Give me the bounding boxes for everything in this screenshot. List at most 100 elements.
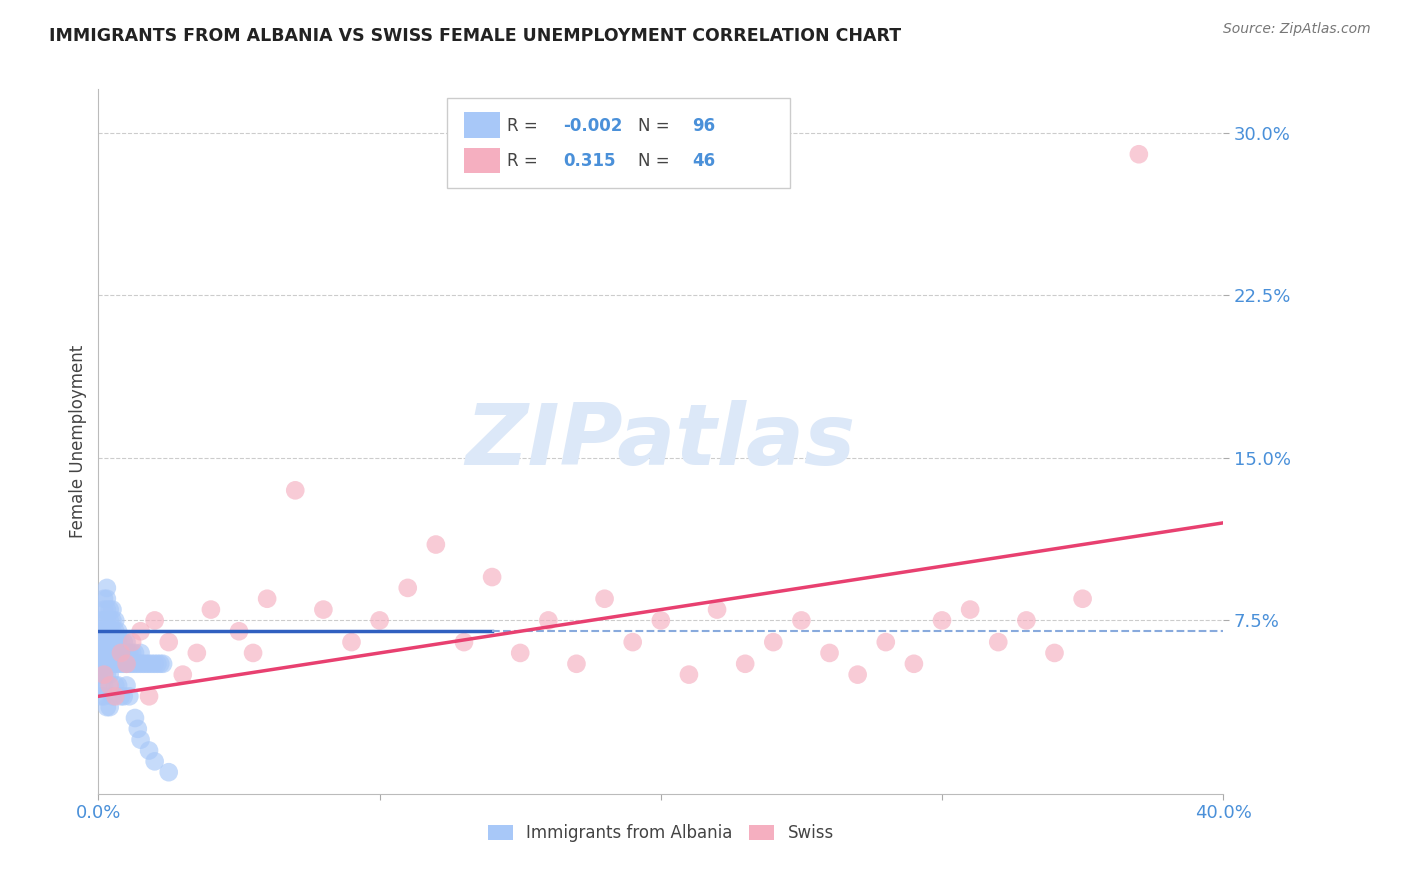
Point [101, 657, 124, 671]
Point [396, 581, 419, 595]
Point [115, 657, 138, 671]
Point [110, 646, 132, 660]
Point [112, 646, 135, 660]
FancyBboxPatch shape [464, 112, 501, 138]
Point [734, 657, 756, 671]
Point [129, 732, 152, 747]
Point [98, 635, 121, 649]
FancyBboxPatch shape [464, 148, 501, 173]
Point [93, 591, 115, 606]
Point [87, 678, 110, 692]
Point [790, 614, 813, 628]
Point [453, 635, 475, 649]
Point [1071, 591, 1094, 606]
Text: Source: ZipAtlas.com: Source: ZipAtlas.com [1223, 22, 1371, 37]
Point [90, 690, 112, 704]
Point [481, 570, 503, 584]
Point [121, 635, 143, 649]
Point [107, 646, 129, 660]
Point [87, 657, 110, 671]
Point [157, 765, 180, 780]
Point [98, 657, 121, 671]
Point [96, 646, 118, 660]
Point [107, 624, 129, 639]
Point [96, 700, 118, 714]
Point [90, 624, 112, 639]
Point [959, 602, 981, 616]
Point [90, 614, 112, 628]
Point [93, 657, 115, 671]
Point [127, 722, 149, 736]
Point [93, 690, 115, 704]
Point [186, 646, 208, 660]
Point [90, 667, 112, 681]
Text: ZIPatlas: ZIPatlas [465, 400, 856, 483]
Point [129, 624, 152, 639]
Point [115, 657, 138, 671]
Point [143, 755, 166, 769]
Point [115, 635, 138, 649]
Text: 0.315: 0.315 [562, 152, 616, 170]
Point [90, 657, 112, 671]
Point [565, 657, 588, 671]
Point [90, 657, 112, 671]
Point [621, 635, 644, 649]
Point [875, 635, 897, 649]
Point [96, 667, 118, 681]
Point [93, 667, 115, 681]
Point [96, 581, 118, 595]
Point [110, 635, 132, 649]
Point [112, 690, 135, 704]
Point [118, 646, 141, 660]
Point [110, 646, 132, 660]
Point [124, 711, 146, 725]
Point [135, 657, 157, 671]
Point [228, 624, 250, 639]
Point [149, 657, 172, 671]
Point [121, 646, 143, 660]
Point [96, 657, 118, 671]
Point [157, 635, 180, 649]
Point [87, 635, 110, 649]
Point [101, 624, 124, 639]
Point [104, 646, 127, 660]
Point [138, 657, 160, 671]
Point [93, 667, 115, 681]
Point [93, 678, 115, 692]
Point [90, 678, 112, 692]
Point [101, 690, 124, 704]
Point [846, 667, 869, 681]
Point [90, 635, 112, 649]
Point [115, 678, 138, 692]
Point [104, 635, 127, 649]
Point [132, 657, 155, 671]
Point [98, 667, 121, 681]
Point [115, 646, 138, 660]
Point [124, 646, 146, 660]
Point [141, 657, 163, 671]
Point [762, 635, 785, 649]
Point [104, 690, 127, 704]
Point [138, 690, 160, 704]
Point [143, 657, 166, 671]
Point [1043, 646, 1066, 660]
Point [93, 624, 115, 639]
Point [107, 635, 129, 649]
Text: 96: 96 [692, 117, 716, 135]
Point [96, 624, 118, 639]
Text: N =: N = [638, 152, 675, 170]
FancyBboxPatch shape [447, 97, 790, 188]
Point [107, 657, 129, 671]
Point [593, 591, 616, 606]
Point [284, 483, 307, 498]
Point [93, 614, 115, 628]
Point [172, 667, 194, 681]
Point [98, 602, 121, 616]
Point [129, 646, 152, 660]
Point [152, 657, 174, 671]
Point [112, 657, 135, 671]
Y-axis label: Female Unemployment: Female Unemployment [69, 345, 87, 538]
Point [931, 614, 953, 628]
Point [312, 602, 335, 616]
Point [87, 646, 110, 660]
